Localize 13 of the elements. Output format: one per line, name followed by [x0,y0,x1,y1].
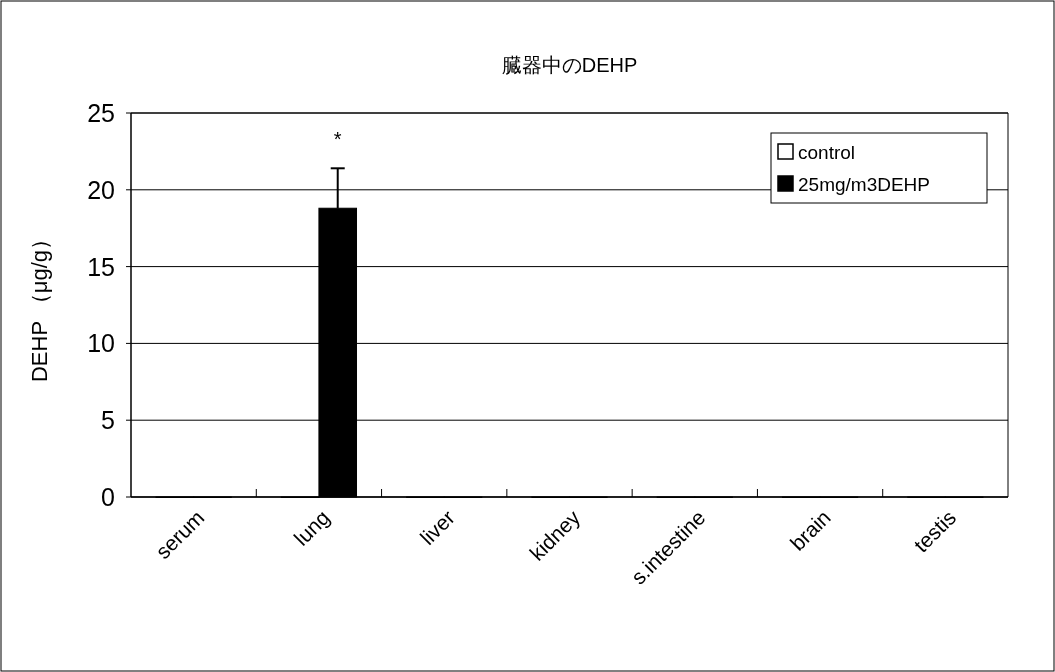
y-tick-label: 20 [87,175,115,204]
x-tick-label: lung [289,505,334,550]
y-axis-title: DEHP （μg/g） [27,227,52,383]
annotation: * [333,128,342,151]
x-tick-label: liver [415,505,460,550]
y-tick-label: 5 [101,406,115,435]
y-tick-label: 0 [101,483,115,511]
y-tick-label: 10 [87,329,115,358]
y-tick-label: 25 [87,99,115,127]
y-tick-label: 15 [87,252,115,281]
legend-label: 25mg/m3DEHP [798,174,930,195]
chart-title: 臓器中のDEHP [501,54,638,76]
legend-label: control [798,142,856,163]
